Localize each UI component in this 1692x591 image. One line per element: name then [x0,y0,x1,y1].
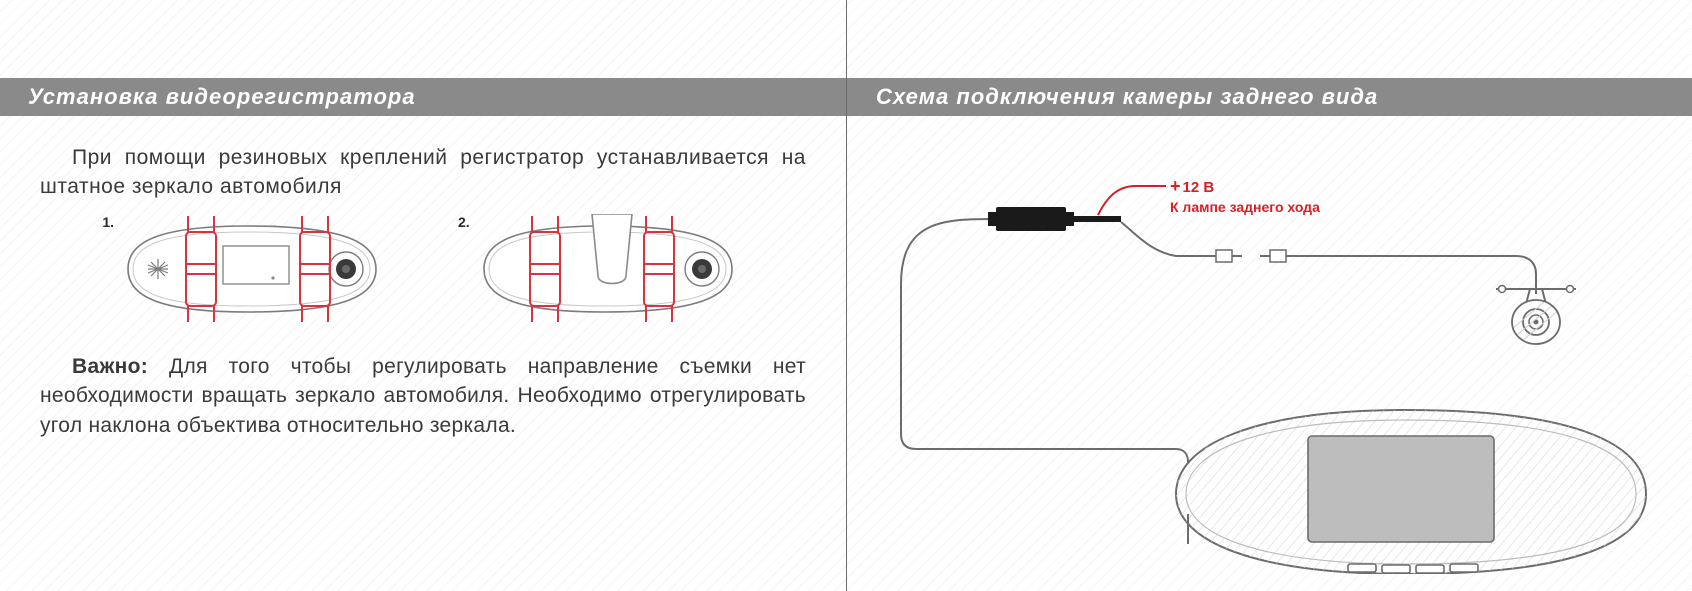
page-divider [846,0,847,591]
figure-row: 1. [40,214,806,324]
left-note-label: Важно: [72,355,148,378]
figure-2: 2. [458,214,744,324]
left-note: Важно: Для того чтобы регулировать напра… [40,352,806,440]
left-header: Установка видеорегистратора [0,78,846,116]
rear-camera-icon [1496,286,1576,351]
mirror-front-icon [118,214,388,324]
mirror-dvr-icon [1166,400,1656,574]
v12-plus-label: +12 В [1170,176,1214,196]
plug-right-icon [1260,250,1286,262]
left-note-text: Для того чтобы регулировать направление … [40,355,806,437]
left-intro: При помощи резиновых креплений регистрат… [40,144,806,202]
wiring-diagram: +12 В К лампе заднего хода [846,116,1692,574]
mirror-back-icon [474,214,744,324]
figure-1: 1. [102,214,388,324]
figure-2-number: 2. [458,214,470,230]
plug-left-icon [1216,250,1242,262]
page-left: Установка видеорегистратора При помощи р… [0,0,846,591]
page-right: Схема подключения камеры заднего вида +1… [846,0,1692,591]
v12-sub-label: К лампе заднего хода [1170,199,1320,215]
figure-1-number: 1. [102,214,114,230]
right-header: Схема подключения камеры заднего вида [846,78,1692,116]
